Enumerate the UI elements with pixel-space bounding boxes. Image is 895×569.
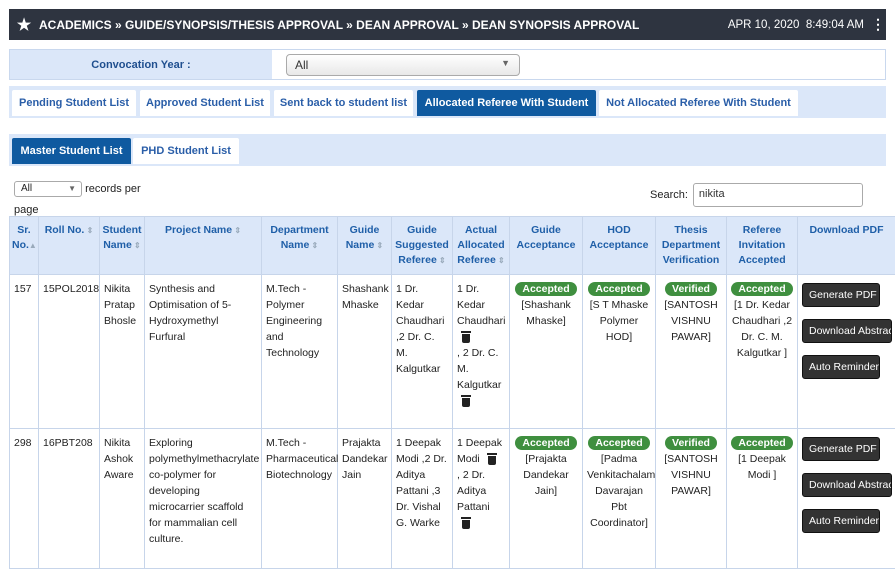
sort-icon: ⇕: [132, 241, 141, 250]
cell-guide: Shashank Mhaske: [338, 275, 392, 429]
cell-actions: Generate PDF Download Abstract Auto Remi…: [798, 429, 895, 569]
sort-icon: ⇕: [437, 256, 446, 265]
cell-roll: 16PBT208: [39, 429, 100, 569]
tab-phd-student-list[interactable]: PHD Student List: [133, 138, 239, 164]
chevron-down-icon: ▼: [68, 184, 76, 193]
tab-master-student-list[interactable]: Master Student List: [12, 138, 131, 164]
cell-sr: 298: [10, 429, 39, 569]
status-badge: Accepted: [588, 436, 649, 450]
cell-thesis: Verified [SANTOSH VISHNU PAWAR]: [656, 429, 727, 569]
records-per-page: All▼ records per: [14, 181, 141, 197]
header-date: APR 10, 2020 8:49:04 AM: [728, 19, 864, 31]
status-badge: Accepted: [731, 282, 792, 296]
cell-actions: Generate PDF Download Abstract Auto Remi…: [798, 275, 895, 429]
cell-project: Synthesis and Optimisation of 5-Hydroxym…: [145, 275, 262, 429]
student-table: Sr. No.▲ Roll No. ⇕ Student Name ⇕ Proje…: [9, 216, 895, 569]
student-type-tabs: Master Student List PHD Student List: [9, 134, 886, 166]
cell-project: Exploring polymethylmethacrylate co-poly…: [145, 429, 262, 569]
col-actual-allocated-referee[interactable]: Actual Allocated Referee ⇕: [453, 217, 510, 275]
cell-referee: Accepted [1 Deepak Modi ]: [727, 429, 798, 569]
trash-icon[interactable]: [461, 331, 471, 343]
col-download-pdf[interactable]: Download PDF: [798, 217, 895, 275]
col-guide-suggested-referee[interactable]: Guide Suggested Referee ⇕: [392, 217, 453, 275]
cell-name: Nikita Pratap Bhosle: [100, 275, 145, 429]
cell-guide-acceptance: Accepted [Shashank Mhaske]: [510, 275, 583, 429]
cell-thesis: Verified [SANTOSH VISHNU PAWAR]: [656, 275, 727, 429]
cell-actual: 1 Deepak Modi , 2 Dr. Aditya Pattani: [453, 429, 510, 569]
tab-pending[interactable]: Pending Student List: [12, 90, 136, 116]
convocation-select[interactable]: All ▼: [286, 54, 520, 76]
cell-actual: 1 Dr. Kedar Chaudhari , 2 Dr. C. M. Kalg…: [453, 275, 510, 429]
cell-dept: M.Tech - Pharmaceutical Biotechnology: [262, 429, 338, 569]
status-badge: Verified: [665, 282, 717, 296]
cell-roll: 15POL2018: [39, 275, 100, 429]
download-abstract-button[interactable]: Download Abstract: [802, 319, 892, 343]
tab-allocated-referee[interactable]: Allocated Referee With Student: [417, 90, 596, 116]
tab-not-allocated-referee[interactable]: Not Allocated Referee With Student: [599, 90, 798, 116]
sort-icon: ⇕: [496, 256, 505, 265]
table-row: 157 15POL2018 Nikita Pratap Bhosle Synth…: [10, 275, 895, 429]
col-referee-invitation[interactable]: Referee Invitation Accepted: [727, 217, 798, 275]
search-box: Search: nikita: [650, 183, 863, 207]
sort-icon: ⇕: [309, 241, 318, 250]
cell-suggested: 1 Dr. Kedar Chaudhari ,2 Dr. C. M. Kalgu…: [392, 275, 453, 429]
status-badge: Verified: [665, 436, 717, 450]
records-select[interactable]: All▼: [14, 181, 82, 197]
status-badge: Accepted: [515, 282, 576, 296]
col-thesis-verification[interactable]: Thesis Department Verification: [656, 217, 727, 275]
cell-guide: Prajakta Dandekar Jain: [338, 429, 392, 569]
col-roll-no[interactable]: Roll No. ⇕: [39, 217, 100, 275]
col-sr-no[interactable]: Sr. No.▲: [10, 217, 39, 275]
cell-suggested: 1 Deepak Modi ,2 Dr. Aditya Pattani ,3 D…: [392, 429, 453, 569]
cell-hod-acceptance: Accepted [S T Mhaske Polymer HOD]: [583, 275, 656, 429]
download-abstract-button[interactable]: Download Abstract: [802, 473, 892, 497]
tab-approved[interactable]: Approved Student List: [140, 90, 270, 116]
table-row: 298 16PBT208 Nikita Ashok Aware Explorin…: [10, 429, 895, 569]
cell-sr: 157: [10, 275, 39, 429]
sort-icon: ▲: [29, 241, 37, 250]
status-tabs: Pending Student List Approved Student Li…: [9, 86, 886, 118]
top-header: ★ ACADEMICS » GUIDE/SYNOPSIS/THESIS APPR…: [9, 9, 886, 40]
search-label: Search:: [650, 189, 688, 201]
convocation-label: Convocation Year :: [10, 50, 272, 79]
breadcrumb: ACADEMICS » GUIDE/SYNOPSIS/THESIS APPROV…: [39, 18, 728, 32]
generate-pdf-button[interactable]: Generate PDF: [802, 283, 880, 307]
tab-sent-back[interactable]: Sent back to student list: [274, 90, 413, 116]
trash-icon[interactable]: [461, 395, 471, 407]
col-hod-acceptance[interactable]: HOD Acceptance: [583, 217, 656, 275]
col-project-name[interactable]: Project Name ⇕: [145, 217, 262, 275]
col-department-name[interactable]: Department Name ⇕: [262, 217, 338, 275]
convocation-filter: Convocation Year : All ▼: [9, 49, 886, 80]
status-badge: Accepted: [588, 282, 649, 296]
chevron-down-icon: ▼: [501, 58, 510, 68]
cell-name: Nikita Ashok Aware: [100, 429, 145, 569]
status-badge: Accepted: [515, 436, 576, 450]
cell-guide-acceptance: Accepted [Prajakta Dandekar Jain]: [510, 429, 583, 569]
records-per-page-suffix: page: [14, 204, 38, 216]
col-guide-acceptance[interactable]: Guide Acceptance: [510, 217, 583, 275]
trash-icon[interactable]: [461, 517, 471, 529]
cell-dept: M.Tech - Polymer Engineering and Technol…: [262, 275, 338, 429]
table-header-row: Sr. No.▲ Roll No. ⇕ Student Name ⇕ Proje…: [10, 217, 895, 275]
auto-reminder-button[interactable]: Auto Reminder: [802, 355, 880, 379]
sort-icon: ⇕: [84, 226, 93, 235]
sort-icon: ⇕: [374, 241, 383, 250]
cell-referee: Accepted [1 Dr. Kedar Chaudhari ,2 Dr. C…: [727, 275, 798, 429]
kebab-menu-icon[interactable]: ⋮: [870, 16, 886, 33]
sort-icon: ⇕: [232, 226, 241, 235]
status-badge: Accepted: [731, 436, 792, 450]
search-input[interactable]: nikita: [693, 183, 863, 207]
col-guide-name[interactable]: Guide Name ⇕: [338, 217, 392, 275]
col-student-name[interactable]: Student Name ⇕: [100, 217, 145, 275]
auto-reminder-button[interactable]: Auto Reminder: [802, 509, 880, 533]
trash-icon[interactable]: [487, 453, 497, 465]
generate-pdf-button[interactable]: Generate PDF: [802, 437, 880, 461]
cell-hod-acceptance: Accepted [Padma Venkitachalam Davarajan …: [583, 429, 656, 569]
star-icon[interactable]: ★: [9, 15, 39, 35]
